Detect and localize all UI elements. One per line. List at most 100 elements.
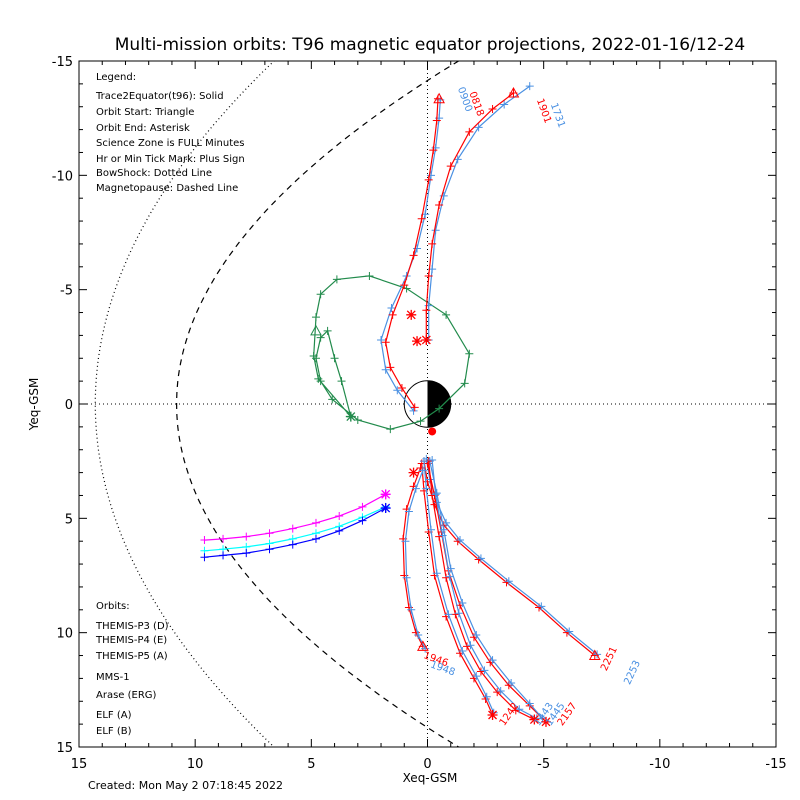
x-tick-label: 15 xyxy=(71,757,88,772)
x-tick-label: -10 xyxy=(649,757,670,772)
tick-mark-plus xyxy=(458,598,467,607)
tick-mark-plus xyxy=(458,646,467,655)
tick-mark-plus xyxy=(476,554,485,563)
tick-mark-plus xyxy=(488,656,497,665)
tick-mark-plus xyxy=(411,484,420,493)
tick-mark-plus xyxy=(288,540,297,549)
tick-mark-plus xyxy=(472,630,481,639)
legend-line: Hr or Min Tick Mark: Plus Sign xyxy=(96,154,245,165)
orbit-legend-entry: THEMIS-P4 (E) xyxy=(95,635,167,646)
y-tick-label: 5 xyxy=(65,512,73,527)
orbit-start-triangle xyxy=(310,324,322,336)
tick-mark-plus xyxy=(444,610,453,619)
tick-mark-plus xyxy=(381,365,390,374)
tick-mark-plus xyxy=(428,491,437,500)
tick-mark-plus xyxy=(493,688,502,697)
tick-mark-plus xyxy=(393,386,402,395)
tick-mark-plus xyxy=(416,417,425,426)
legend-line: BowShock: Dotted Line xyxy=(96,168,212,179)
tick-mark-plus xyxy=(432,116,441,125)
orbit-end-asterisk xyxy=(529,714,540,725)
x-tick-label: 5 xyxy=(307,757,315,772)
orbit-legend-entry: ELF (B) xyxy=(96,726,132,737)
legend-line: Science Zone is FULL Minutes xyxy=(96,138,245,149)
orbit-end-asterisk xyxy=(540,716,551,727)
tick-mark-plus xyxy=(409,406,418,415)
earth-night-side xyxy=(427,380,451,428)
tick-mark-plus xyxy=(438,531,447,540)
tick-mark-plus xyxy=(511,706,520,715)
y-tick-label: 0 xyxy=(65,398,73,413)
tick-mark-plus xyxy=(387,303,396,312)
chart-title: Multi-mission orbits: T96 magnetic equat… xyxy=(115,35,746,55)
axis-ticks: 15 10 5 0 -5 -10 -15 -15 -10 -5 0 5 10 15 xyxy=(52,55,787,772)
tick-mark-plus xyxy=(323,326,332,335)
y-tick-label: -15 xyxy=(52,55,73,70)
tick-mark-plus xyxy=(335,526,344,535)
tick-mark-plus xyxy=(365,271,374,280)
tick-mark-plus xyxy=(480,666,489,675)
y-tick-label: 15 xyxy=(56,741,73,756)
orbit-legend: Orbits: THEMIS-P3 (D) THEMIS-P4 (E) THEMIS… xyxy=(95,601,169,737)
tick-mark-plus xyxy=(424,301,433,310)
legend-line: Trace2Equator(t96): Solid xyxy=(95,91,224,102)
legend-line: Magnetopause: Dashed Line xyxy=(96,183,238,194)
tick-mark-plus xyxy=(358,516,367,525)
legend: Legend: Trace2Equator(t96): Solid Orbit … xyxy=(95,72,245,194)
tick-mark-plus xyxy=(537,602,546,611)
tick-mark-plus xyxy=(311,313,320,322)
x-tick-label: 0 xyxy=(423,757,431,772)
tick-mark-plus xyxy=(565,627,574,636)
orbit-start-triangle xyxy=(588,649,601,661)
tick-mark-plus xyxy=(488,105,497,114)
tick-mark-plus xyxy=(219,551,228,560)
tick-mark-plus xyxy=(428,456,437,465)
y-tick-label: -10 xyxy=(52,169,73,184)
tick-mark-plus xyxy=(432,569,441,578)
tick-mark-plus xyxy=(200,536,209,545)
orbit-line xyxy=(429,461,543,719)
tick-mark-plus xyxy=(454,609,463,618)
tick-mark-plus xyxy=(442,518,451,527)
earth-icon xyxy=(403,380,452,428)
tick-mark-plus xyxy=(426,525,435,534)
tick-mark-plus xyxy=(504,577,513,586)
tick-mark-plus xyxy=(482,692,491,701)
tick-mark-plus xyxy=(466,641,475,650)
tick-mark-plus xyxy=(472,672,481,681)
orbits-title: Orbits: xyxy=(96,601,130,612)
orbit-end-asterisk xyxy=(408,467,419,478)
tick-mark-plus xyxy=(332,275,341,284)
tick-mark-plus xyxy=(462,642,471,651)
orbit-line xyxy=(404,470,426,649)
x-tick-label: -15 xyxy=(765,757,786,772)
orbit-end-asterisk xyxy=(406,309,417,320)
orbit-legend-entry: THEMIS-P5 (A) xyxy=(95,651,168,662)
y-axis-label: Yeq-GSM xyxy=(27,378,41,432)
orbit-start-triangle xyxy=(433,92,445,104)
legend-line: Orbit Start: Triangle xyxy=(96,107,194,118)
footprint-dot xyxy=(428,427,437,436)
tick-mark-plus xyxy=(465,349,474,358)
orbit-markers xyxy=(310,86,601,727)
tick-mark-plus xyxy=(311,518,320,527)
tick-mark-plus xyxy=(414,630,423,639)
tick-mark-plus xyxy=(451,610,460,619)
tick-mark-plus xyxy=(358,502,367,511)
tick-mark-plus xyxy=(413,244,422,253)
tick-mark-plus xyxy=(242,549,251,558)
tick-mark-plus xyxy=(474,123,483,132)
tick-mark-plus xyxy=(429,146,438,155)
legend-title: Legend: xyxy=(96,72,136,83)
y-tick-label: 10 xyxy=(56,627,73,642)
orbit-end-asterisk xyxy=(380,503,391,514)
orbit-line xyxy=(426,463,547,723)
tick-mark-plus xyxy=(401,537,410,546)
orbit-end-asterisk xyxy=(345,411,356,422)
tick-mark-plus xyxy=(515,705,524,714)
tick-mark-plus xyxy=(426,171,435,180)
tick-mark-plus xyxy=(445,572,454,581)
tick-mark-plus xyxy=(311,354,320,363)
orbit-line xyxy=(423,461,596,656)
tick-mark-plus xyxy=(435,532,444,541)
